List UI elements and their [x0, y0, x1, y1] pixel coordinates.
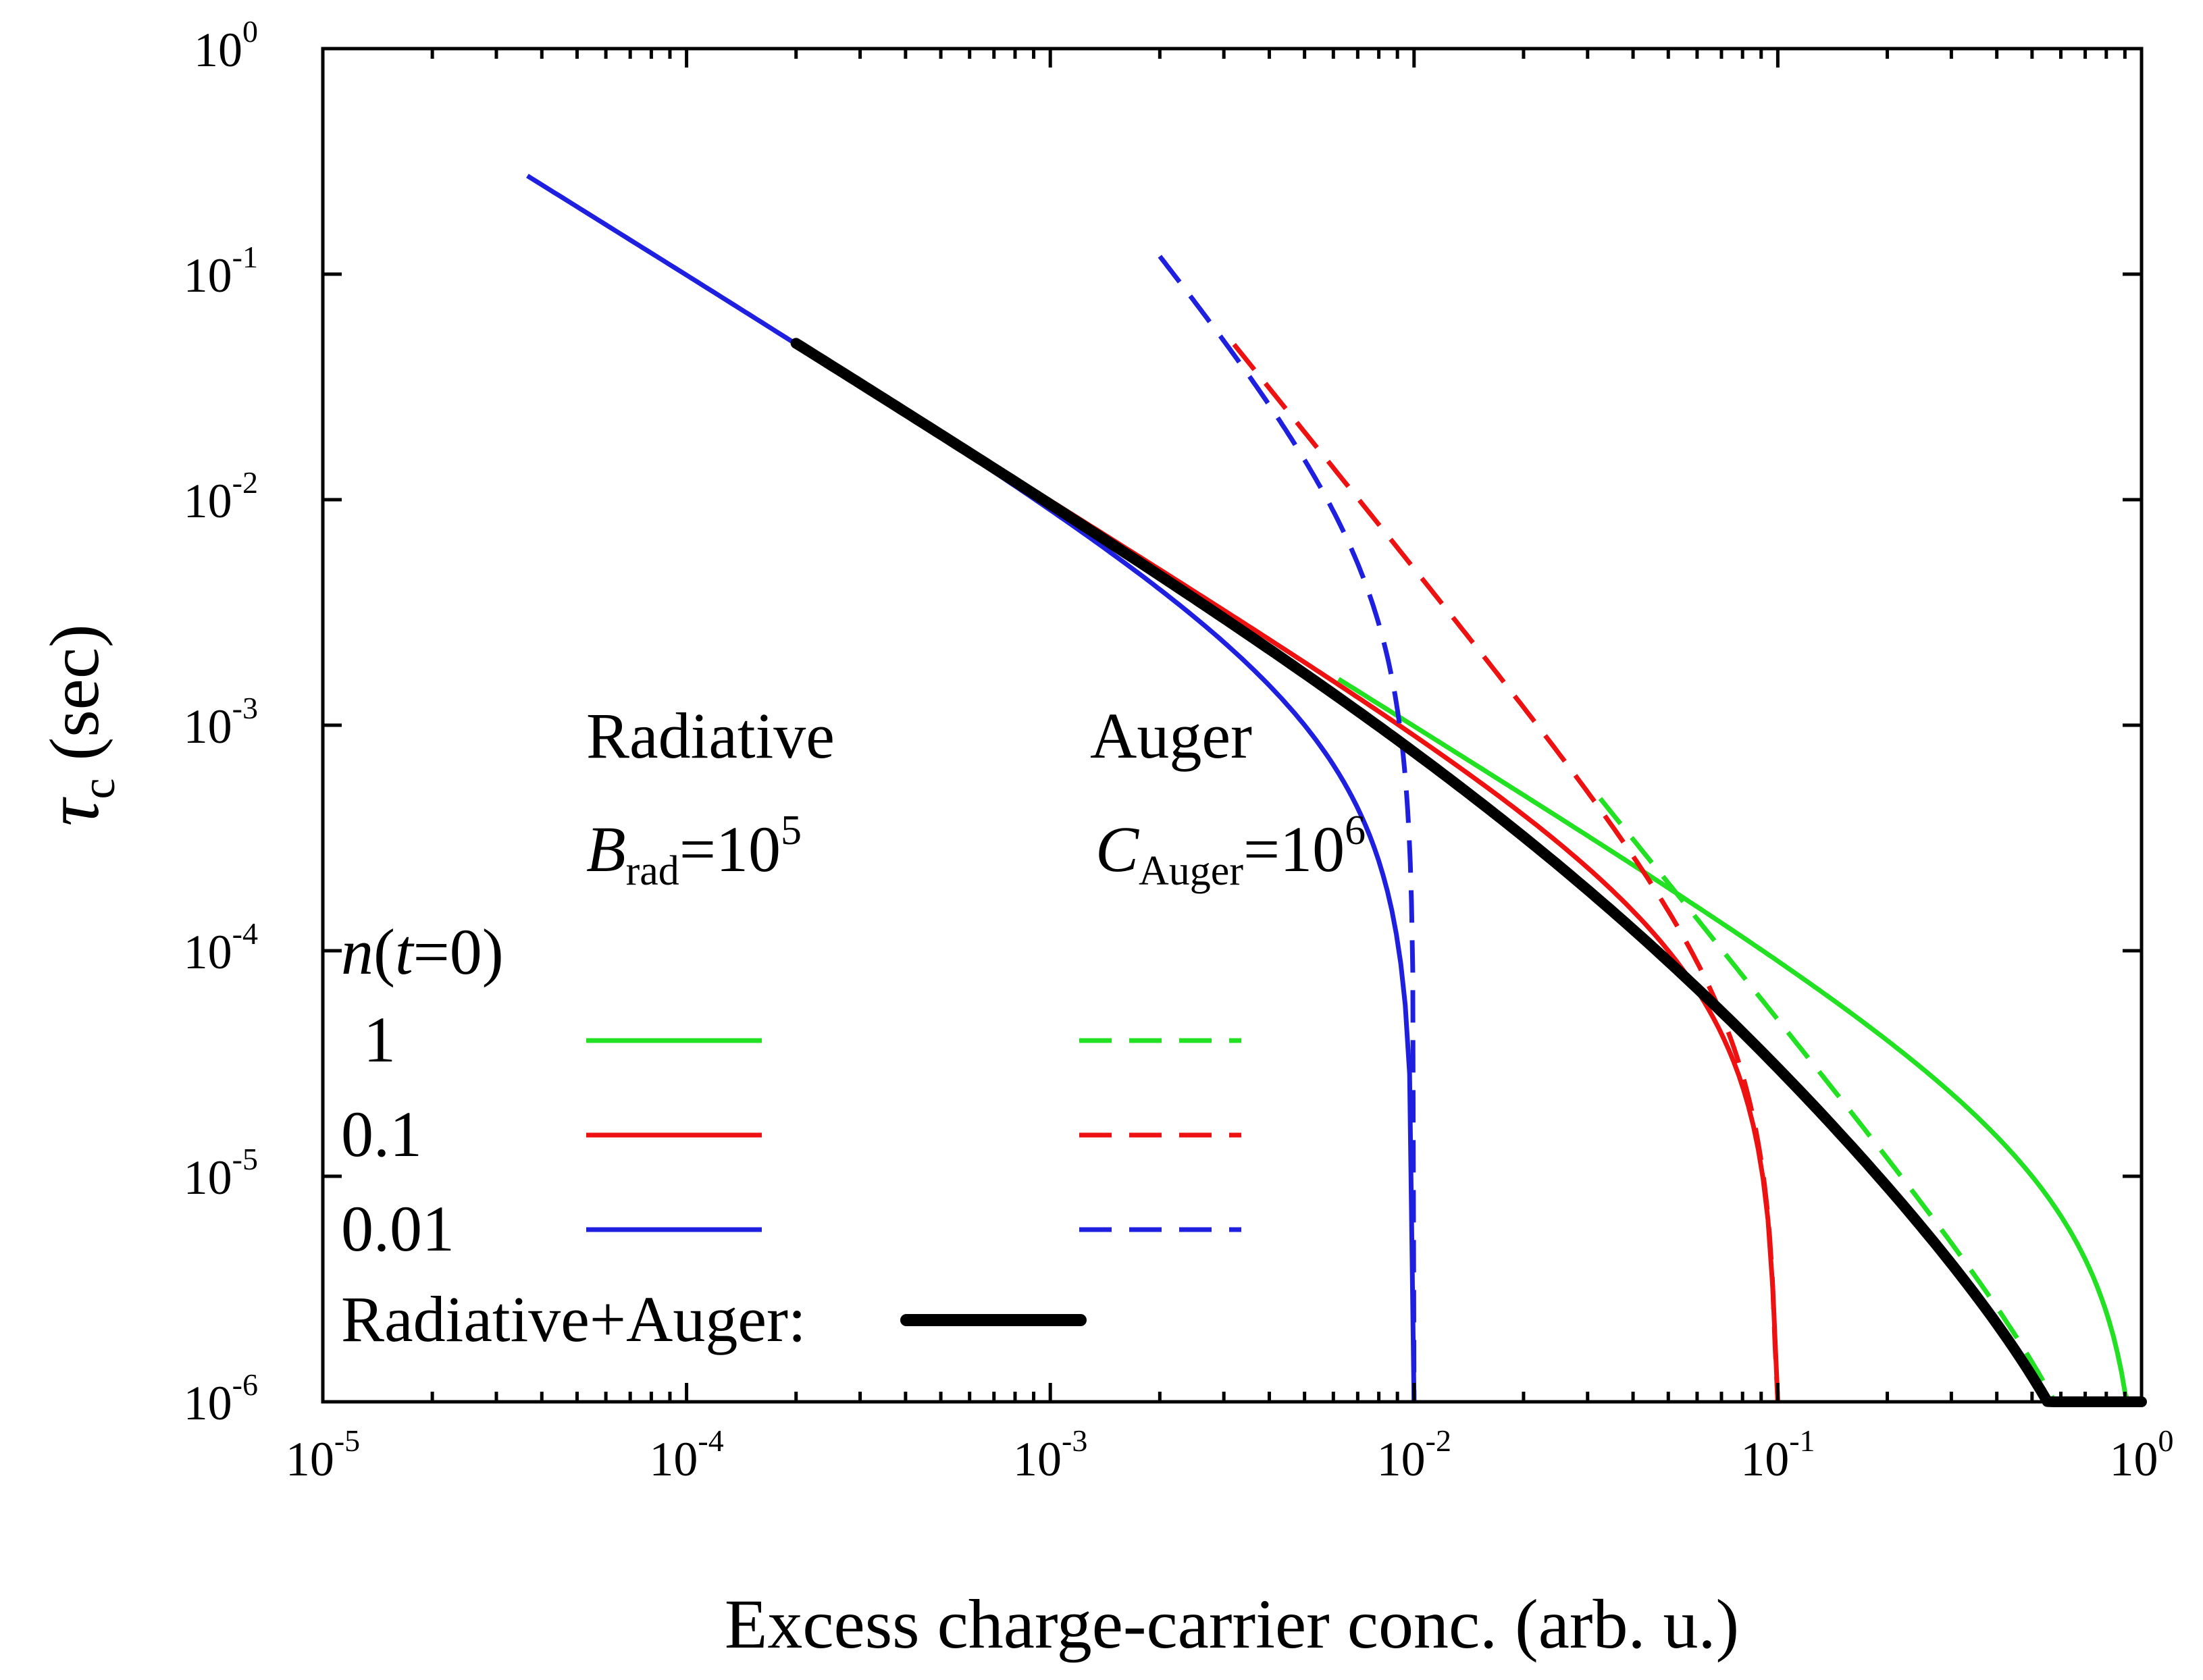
legend-b-eq: =10	[679, 813, 781, 885]
legend-n-label: n(t=0)	[341, 916, 504, 988]
legend-radiative-param: Brad=105	[586, 808, 802, 894]
legend-auger-param: CAuger=106	[1095, 808, 1366, 894]
x-axis-label: Excess charge-carrier conc. (arb. u.)	[725, 1585, 1739, 1663]
legend-combined-label: Radiative+Auger:	[341, 1283, 806, 1355]
tick-labels: 10-5 10-4 10-3 10-2 10-1 100 10-6 10-5 10-4 10-3 1…	[184, 14, 2174, 1486]
legend-radiative-title: Radiative	[586, 700, 835, 772]
series-line-radiative-1	[1337, 677, 2142, 1405]
y-tick-label: 10-4	[184, 916, 258, 979]
axis-ticks	[321, 47, 2144, 1404]
legend-b-symbol: B	[586, 813, 626, 885]
x-tick-label: 10-3	[1013, 1423, 1087, 1486]
legend-row-label: 1	[363, 1003, 396, 1076]
y-axis-label-subscript: c	[73, 778, 125, 799]
x-tick-label: 10-4	[649, 1423, 723, 1486]
legend-n-symbol: n	[341, 916, 373, 988]
legend-c-exp: 6	[1345, 808, 1366, 854]
y-tick-label: 100	[194, 14, 258, 77]
series-line-auger-0p01	[1158, 255, 1417, 1402]
y-axis-label-symbol: τ	[31, 797, 115, 826]
y-axis-label-unit: (sec)	[36, 624, 113, 778]
x-tick-label: 10-2	[1377, 1423, 1451, 1486]
x-tick-label: 100	[2110, 1423, 2174, 1486]
plot-lines	[526, 174, 2147, 1407]
y-tick-label: 10-5	[184, 1142, 258, 1205]
legend-b-exp: 5	[781, 808, 802, 854]
y-tick-label: 10-6	[184, 1367, 258, 1430]
legend-n-rest: =0)	[413, 916, 504, 988]
y-tick-label: 10-3	[184, 691, 258, 754]
x-tick-label: 10-1	[1740, 1423, 1815, 1486]
legend-c-eq: =10	[1243, 813, 1345, 885]
legend-c-symbol: C	[1095, 813, 1139, 885]
legend-auger-title: Auger	[1090, 700, 1252, 772]
y-tick-label: 10-2	[184, 465, 258, 528]
legend-b-sub: rad	[626, 848, 679, 894]
legend-c-sub: Auger	[1139, 848, 1243, 894]
legend-row-label: 0.01	[341, 1192, 455, 1265]
legend-n-open: (	[373, 916, 395, 988]
legend-swatches	[586, 1038, 1241, 1326]
y-axis-label: τc (sec)	[31, 624, 125, 826]
series-line-combined-1	[790, 338, 2147, 1407]
series-line-auger-0p1	[1232, 342, 1780, 1402]
series-line-auger-1	[1598, 797, 2142, 1405]
x-tick-label: 10-5	[286, 1423, 360, 1486]
legend-t-symbol: t	[395, 916, 415, 988]
series-line-radiative-0p01	[526, 174, 1417, 1402]
legend: Radiative Brad=105 Auger CAuger=106 n(t=…	[341, 700, 1366, 1355]
legend-row-label: 0.1	[341, 1098, 422, 1170]
y-tick-label: 10-1	[184, 240, 258, 303]
